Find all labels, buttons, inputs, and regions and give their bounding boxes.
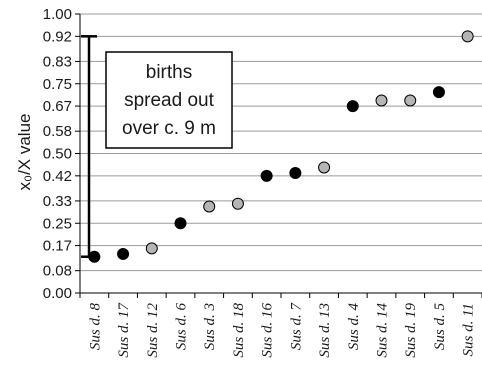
data-point bbox=[289, 167, 302, 180]
annotation-box: births spread out over c. 9 m bbox=[105, 51, 233, 149]
annotation-line-2: spread out bbox=[124, 90, 215, 111]
data-point bbox=[117, 247, 130, 260]
y-tick-label: 0.08 bbox=[43, 263, 72, 280]
y-tick-label: 0.42 bbox=[43, 168, 72, 185]
data-point bbox=[174, 217, 187, 230]
data-point bbox=[318, 161, 331, 174]
data-point bbox=[375, 94, 388, 107]
x-tick-label: Sus d. 19 bbox=[403, 303, 419, 358]
y-tick-labels: 0.00 0.08 0.17 0.25 0.33 0.42 0.50 0.58 0.67 0.75… bbox=[43, 6, 72, 302]
x-tick-label: Sus d. 16 bbox=[260, 303, 276, 358]
x-tick-label: Sus d. 14 bbox=[375, 303, 391, 358]
y-tick-label: 0.33 bbox=[43, 193, 72, 210]
x-tick-label: Sus d. 12 bbox=[145, 303, 161, 358]
data-point bbox=[260, 169, 273, 182]
data-point bbox=[88, 250, 101, 263]
data-point bbox=[346, 100, 359, 113]
x-tick-label: Sus d. 6 bbox=[174, 303, 190, 351]
data-point bbox=[404, 94, 417, 107]
y-axis-label: x₀/X value bbox=[15, 114, 34, 191]
y-tick-label: 0.75 bbox=[43, 76, 72, 93]
y-tick-label: 0.17 bbox=[43, 238, 72, 255]
x-tick-label: Sus d. 18 bbox=[231, 303, 247, 358]
x-tick-labels: Sus d. 8 Sus d. 17 Sus d. 12 Sus d. 6 Sus d.… bbox=[87, 302, 476, 358]
x-tick-label: Sus d. 8 bbox=[87, 303, 103, 351]
data-point bbox=[145, 242, 158, 255]
data-point bbox=[203, 200, 216, 213]
axes bbox=[75, 13, 482, 298]
x-tick-label: Sus d. 17 bbox=[116, 302, 132, 358]
annotation-line-1: births bbox=[146, 62, 192, 83]
annotation-line-3: over c. 9 m bbox=[122, 118, 216, 139]
y-tick-label: 0.25 bbox=[43, 215, 72, 232]
y-tick-label: 0.67 bbox=[43, 98, 72, 115]
y-tick-label: 0.83 bbox=[43, 53, 72, 70]
y-tick-label: 0.00 bbox=[43, 285, 72, 302]
y-tick-label: 0.58 bbox=[43, 123, 72, 140]
data-point bbox=[231, 197, 244, 210]
data-points bbox=[88, 30, 474, 263]
x-tick-label: Sus d. 11 bbox=[461, 303, 477, 356]
x-tick-label: Sus d. 13 bbox=[317, 303, 333, 358]
x-tick-label: Sus d. 5 bbox=[432, 303, 448, 351]
x-tick-label: Sus d. 4 bbox=[346, 303, 362, 351]
x-tick-label: Sus d. 3 bbox=[202, 303, 218, 350]
y-tick-label: 0.92 bbox=[43, 28, 72, 45]
data-point bbox=[461, 30, 474, 43]
data-point bbox=[432, 86, 445, 99]
x-tick-label: Sus d. 7 bbox=[288, 302, 304, 351]
y-tick-label: 1.00 bbox=[43, 6, 72, 23]
y-tick-label: 0.50 bbox=[43, 146, 72, 163]
